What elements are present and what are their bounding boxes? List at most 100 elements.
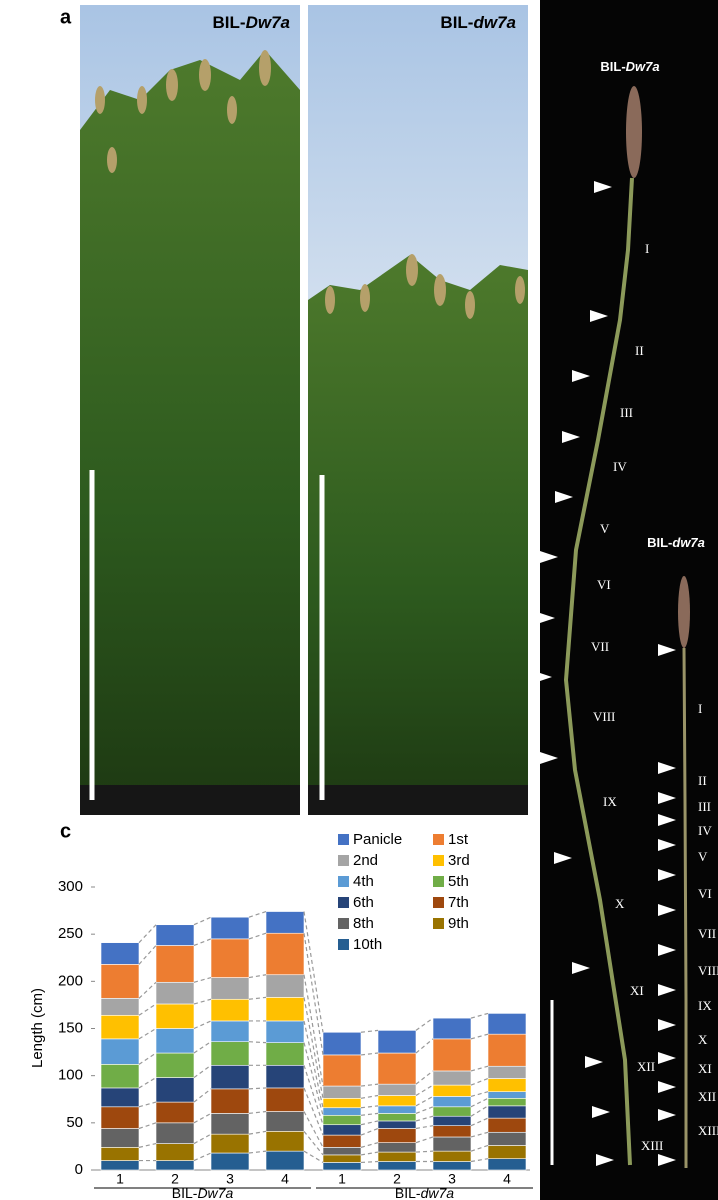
connector <box>416 1096 433 1105</box>
internode-numeral: VII <box>591 639 609 654</box>
bar-segment <box>101 1088 139 1107</box>
photo-a <box>80 5 528 815</box>
bar-segment <box>323 1147 361 1155</box>
bar-segment <box>211 1042 249 1066</box>
x-tick-label: 4 <box>281 1171 289 1187</box>
connector <box>361 1162 378 1163</box>
bar-segment <box>156 1078 194 1103</box>
bar-segment <box>156 925 194 946</box>
internode-numeral: I <box>698 701 702 716</box>
connector <box>471 1118 488 1126</box>
bar-segment <box>433 1126 471 1137</box>
connector <box>139 1102 156 1107</box>
bar-segment <box>323 1135 361 1147</box>
bar-segment <box>433 1137 471 1151</box>
panel-label: c <box>60 820 71 842</box>
connector <box>139 1144 156 1148</box>
stem-label: BIL-dw7a <box>647 535 705 550</box>
bar-segment <box>211 1153 249 1170</box>
internode-numeral: VIII <box>698 963 718 978</box>
legend-swatch <box>433 876 444 887</box>
legend-label: 3rd <box>448 852 470 869</box>
bar-segment <box>266 975 304 998</box>
legend-label: 8th <box>353 915 374 932</box>
internode-numeral: V <box>600 521 610 536</box>
label-gene: Dw7a <box>246 13 290 32</box>
connector <box>249 1042 266 1043</box>
bar-segment <box>211 1065 249 1089</box>
bar-segment <box>266 1151 304 1170</box>
connector <box>249 975 266 978</box>
connector <box>416 1071 433 1084</box>
connector <box>471 1092 488 1097</box>
connector <box>139 982 156 998</box>
legend-swatch <box>433 834 444 845</box>
internode-numeral: XI <box>698 1061 712 1076</box>
internode-numeral: IX <box>603 794 617 809</box>
bar-segment <box>266 1088 304 1112</box>
x-tick-label: 1 <box>338 1171 346 1187</box>
bar-segment <box>266 1043 304 1066</box>
connector <box>471 1132 488 1137</box>
internode-numeral: I <box>645 241 649 256</box>
connector <box>416 1126 433 1129</box>
connector <box>416 1018 433 1030</box>
legend-swatch <box>338 897 349 908</box>
bar-segment <box>156 1004 194 1029</box>
bar-segment <box>101 1015 139 1039</box>
bar-segment <box>323 1086 361 1098</box>
internode-numeral: V <box>698 849 708 864</box>
connector <box>361 1152 378 1155</box>
bar-segment <box>101 964 139 998</box>
bar-segment <box>211 999 249 1021</box>
connector <box>194 1042 211 1053</box>
bar-segment <box>323 1032 361 1055</box>
internode-numeral: VIII <box>593 709 615 724</box>
photo-b <box>540 0 718 1200</box>
connector <box>471 1106 488 1116</box>
internode-numeral: VI <box>698 886 712 901</box>
bar-segment <box>488 1092 526 1099</box>
bar-segment <box>488 1132 526 1145</box>
y-tick-label: 300 <box>58 878 83 895</box>
legend-swatch <box>338 876 349 887</box>
connector <box>361 1143 378 1148</box>
group-label: BIL-dw7a <box>395 1185 454 1200</box>
bar-segment <box>323 1125 361 1135</box>
internode-numeral: IV <box>613 459 627 474</box>
bar-segment <box>378 1053 416 1084</box>
legend-label: 9th <box>448 915 469 932</box>
connector <box>249 997 266 999</box>
bar-segment <box>378 1152 416 1161</box>
bar-segment <box>433 1151 471 1161</box>
group-label: BIL-Dw7a <box>172 1185 234 1200</box>
bar-segment <box>101 1147 139 1160</box>
legend-swatch <box>338 918 349 929</box>
legend-label: Panicle <box>353 831 402 848</box>
internode-numeral: II <box>635 343 644 358</box>
internode-numeral: IX <box>698 998 712 1013</box>
connector <box>139 1078 156 1088</box>
bar-segment <box>488 1013 526 1034</box>
legend-label: 7th <box>448 894 469 911</box>
connector <box>416 1116 433 1121</box>
bar-segment <box>433 1116 471 1125</box>
connector <box>194 1134 211 1143</box>
legend-swatch <box>433 918 444 929</box>
connector <box>304 1151 323 1162</box>
connector <box>139 1123 156 1129</box>
bar-segment <box>488 1034 526 1066</box>
connector <box>249 933 266 939</box>
y-axis-title: Length (cm) <box>29 988 46 1068</box>
photo-label: BIL-dw7a <box>440 13 516 32</box>
label-prefix: BIL- <box>213 13 246 32</box>
bar-segment <box>323 1055 361 1086</box>
internode-numeral: XII <box>637 1059 655 1074</box>
bar-segment <box>156 1123 194 1144</box>
internode-numeral: X <box>615 896 625 911</box>
bar-segment <box>266 933 304 975</box>
bar-segment <box>488 1098 526 1106</box>
internode-numeral: VI <box>597 577 611 592</box>
connector <box>249 1151 266 1153</box>
bar-segment <box>266 1131 304 1151</box>
